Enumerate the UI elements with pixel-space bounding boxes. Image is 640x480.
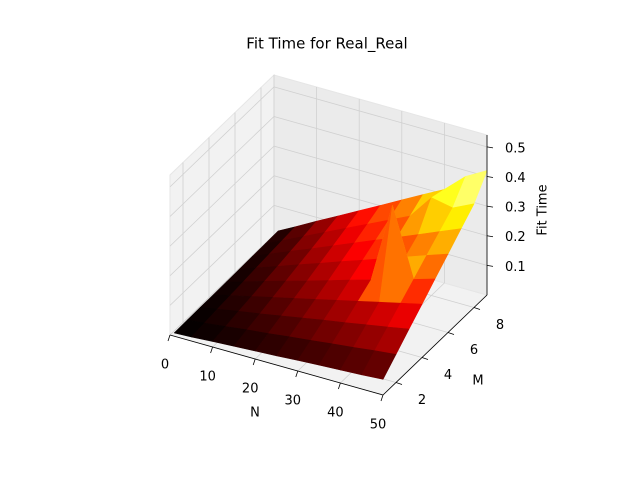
tick-mark: [473, 307, 481, 310]
tick-mark: [447, 332, 455, 335]
x-axis-line: [169, 334, 384, 396]
grid-line: [169, 234, 275, 336]
x-tick-label: 0: [161, 358, 169, 373]
tick-mark: [486, 264, 494, 267]
z-axis-label: Fit Time: [536, 184, 551, 235]
x-tick-label: 50: [370, 418, 387, 433]
tick-mark: [486, 176, 494, 178]
z-tick-label: 0.1: [505, 260, 526, 275]
grid-line: [169, 145, 275, 247]
y-tick-label: 4: [444, 368, 452, 383]
chart-title: Fit Time for Real_Real: [246, 35, 407, 54]
grid-line: [169, 86, 275, 188]
tick-mark: [252, 358, 256, 366]
grid-line: [169, 116, 275, 217]
z-tick-label: 0.4: [505, 171, 526, 186]
x-tick-label: 40: [327, 406, 344, 421]
y-tick-label: 8: [496, 318, 504, 333]
tick-mark: [295, 370, 299, 378]
z-tick-label: 0.2: [505, 230, 526, 245]
z-tick-label: 0.3: [505, 201, 526, 216]
tick-mark: [380, 394, 384, 402]
y-tick-label: 2: [418, 393, 426, 408]
surface-cell: [361, 350, 397, 380]
tick-mark: [167, 334, 171, 342]
tick-mark: [338, 382, 341, 390]
x-axis-label: N: [250, 406, 260, 421]
x-tick-label: 10: [199, 370, 216, 385]
y-tick-label: 6: [470, 343, 478, 358]
x-tick-label: 30: [285, 394, 302, 409]
tick-mark: [210, 346, 213, 354]
tick-mark: [395, 382, 403, 385]
grid-line: [169, 205, 275, 306]
grid-line: [273, 116, 488, 177]
y-axis-line: [382, 294, 488, 396]
y-axis-label: M: [472, 374, 483, 389]
tick-mark: [486, 146, 494, 149]
tick-mark: [486, 235, 494, 238]
tick-mark: [486, 205, 494, 208]
tick-mark: [421, 357, 429, 360]
grid-line: [273, 86, 488, 148]
grid-line: [169, 175, 275, 277]
x-tick-label: 20: [242, 382, 259, 397]
axes: 0 10 20 30 40 50 2 4 6 8 0.1 0.2 0.3 0.4 0.5: [161, 135, 526, 433]
surface: [174, 170, 488, 380]
z-tick-label: 0.5: [505, 141, 526, 156]
